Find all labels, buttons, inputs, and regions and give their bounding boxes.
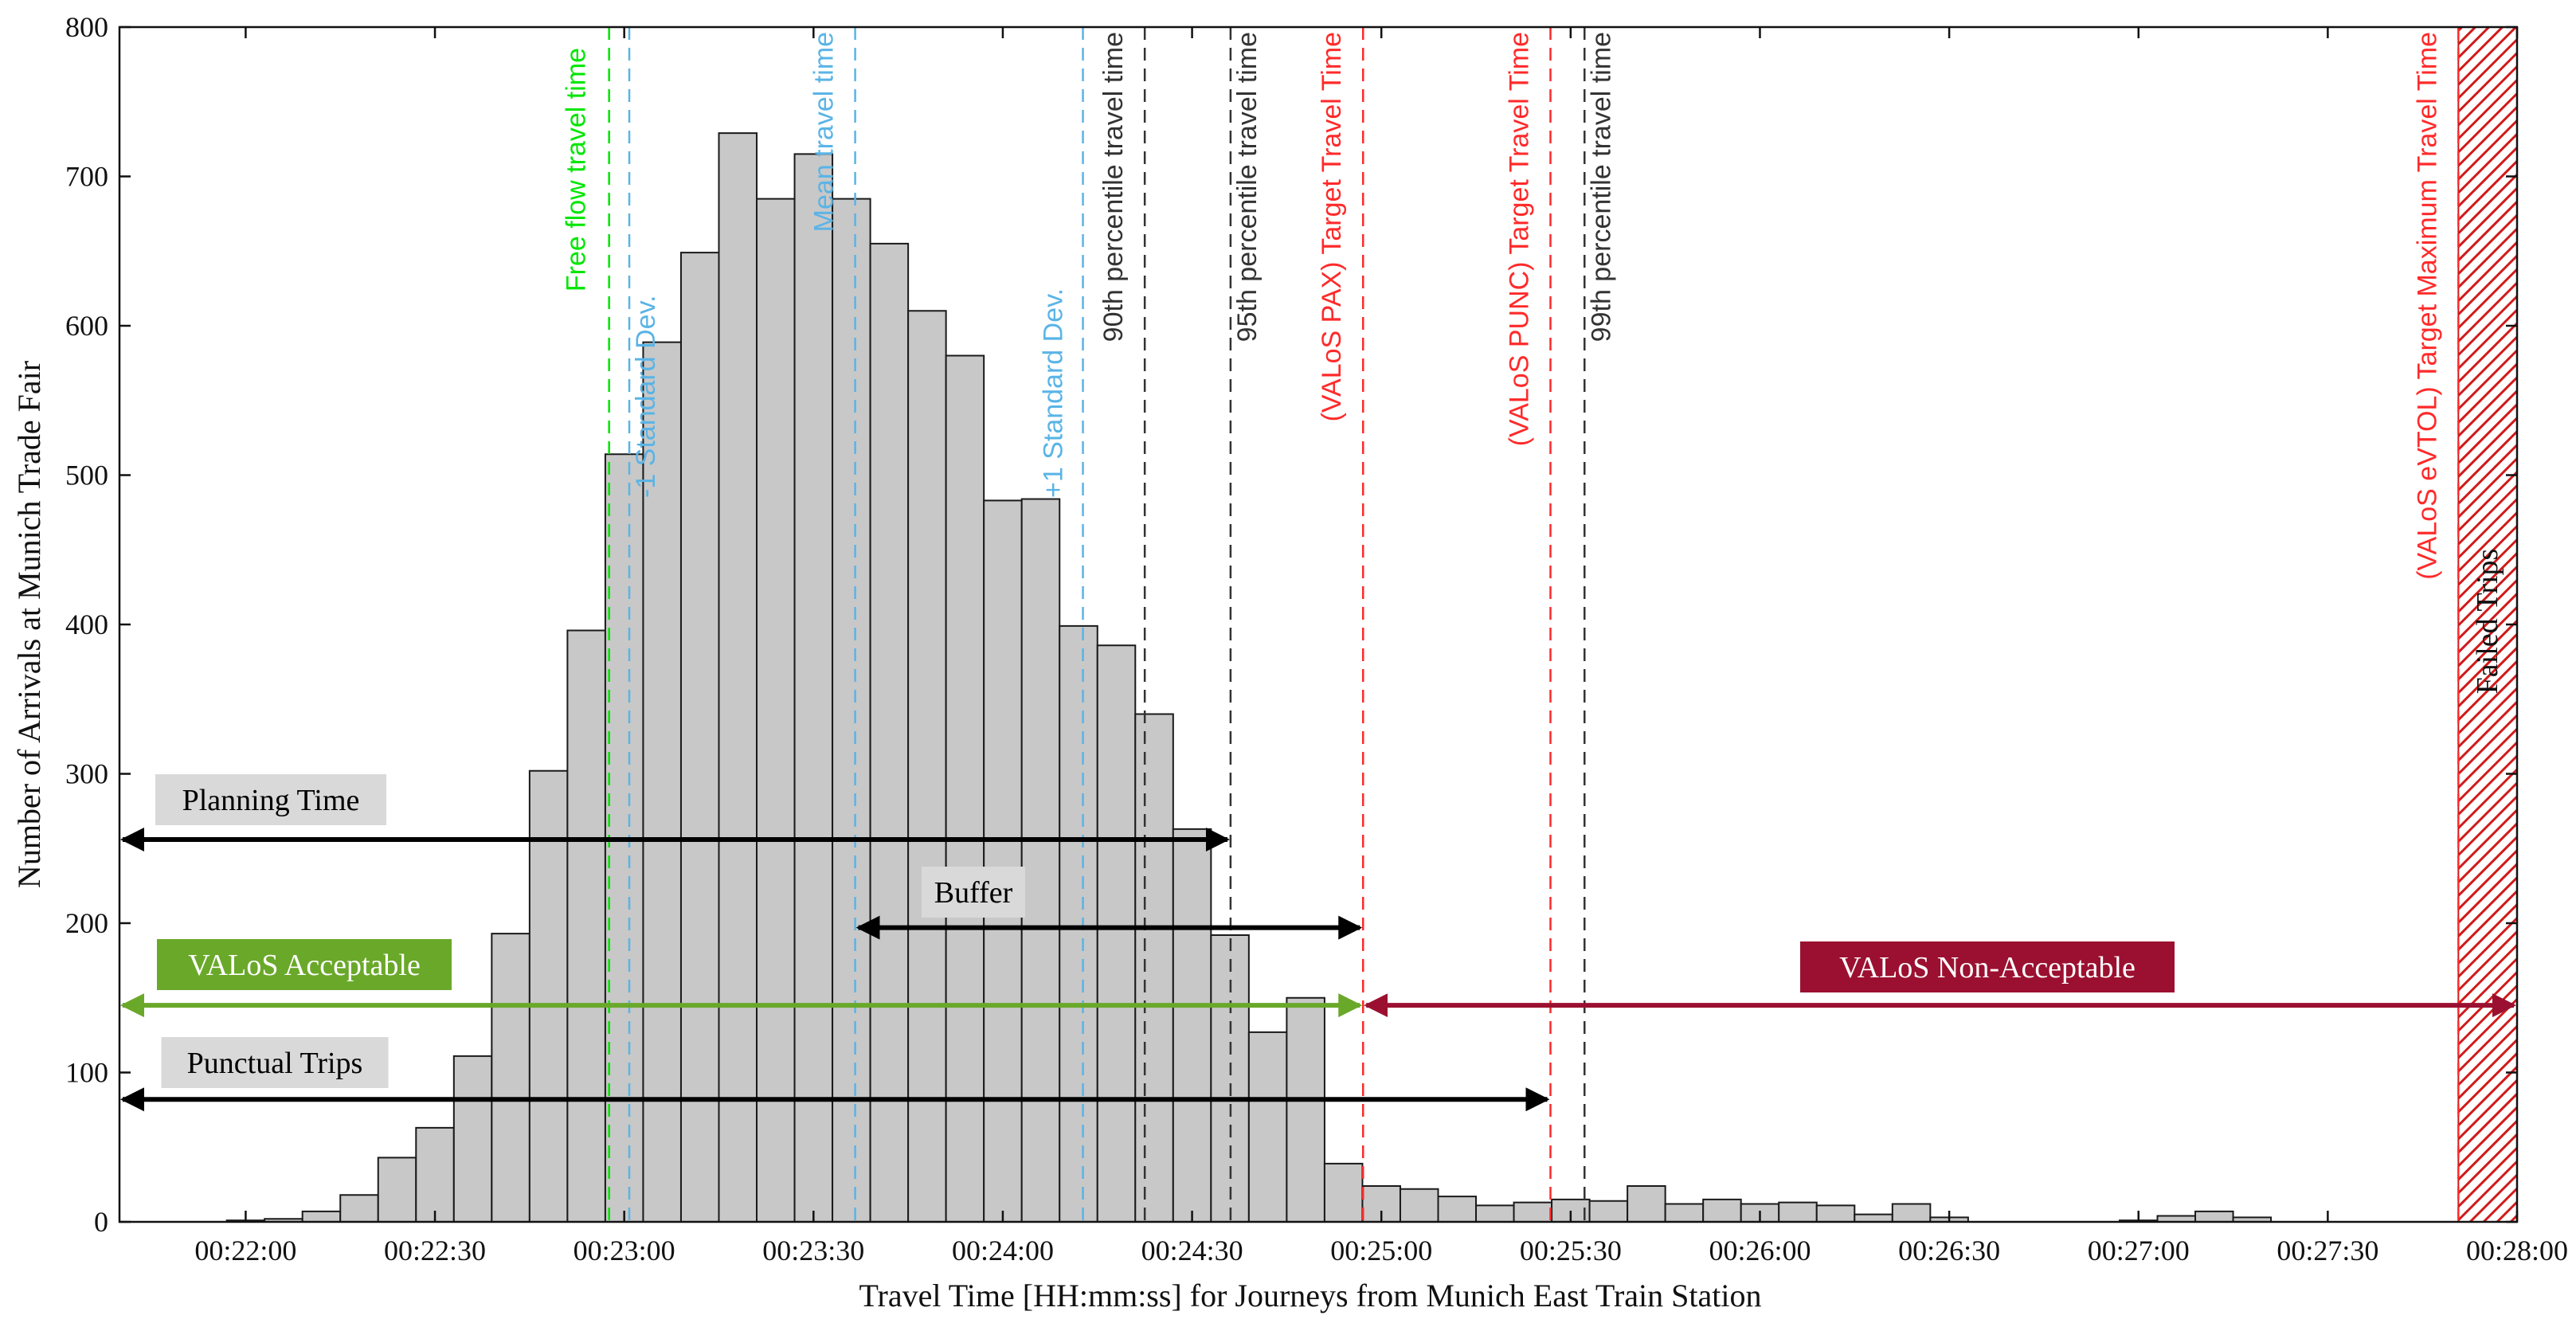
failed-trips-label: Failed Trips [2471, 549, 2504, 695]
histogram-bar [832, 198, 871, 1223]
histogram-bar [377, 1157, 417, 1223]
histogram-bar [907, 310, 947, 1223]
histogram-bar [1778, 1201, 1818, 1223]
x-tick-label: 00:22:00 [194, 1235, 296, 1266]
histogram-bar [642, 341, 682, 1223]
histogram-bar [2194, 1210, 2234, 1223]
range-label-punctual-trips: Punctual Trips [187, 1047, 363, 1080]
histogram-bar [415, 1126, 455, 1223]
y-axis-title: Number of Arrivals at Munich Trade Fair [11, 361, 47, 888]
histogram-bar [1172, 828, 1212, 1223]
histogram-bar [1323, 1162, 1364, 1223]
ref-label-valos-evtol: (VALoS eVTOL) Target Maximum Travel Time [2412, 32, 2442, 580]
range-buffer: Buffer [855, 867, 1363, 940]
histogram-bar [1134, 713, 1174, 1223]
ref-label-valos-pax: (VALoS PAX) Target Travel Time [1317, 32, 1347, 421]
histogram-bar [1020, 498, 1061, 1223]
histogram-bar [1588, 1200, 1629, 1223]
ref-label-free-flow: Free flow travel time [562, 48, 592, 292]
y-tick-label: 400 [65, 609, 108, 640]
histogram-bar [1854, 1213, 1893, 1223]
histogram-bar [1059, 624, 1098, 1223]
x-tick-label: 00:26:30 [1898, 1235, 2000, 1266]
histogram-bar [566, 629, 606, 1223]
range-label-valos-non-acceptable: VALoS Non-Acceptable [1839, 951, 2136, 984]
histogram-bar [1096, 644, 1137, 1223]
x-tick-label: 00:26:00 [1709, 1235, 1811, 1266]
range-planning-time: Planning Time [120, 774, 1230, 851]
ref-label-p99: 99th percentile travel time [1586, 32, 1616, 342]
range-label-box-valos-acceptable [157, 939, 452, 990]
axis-labels: Travel Time [HH:mm:ss] for Journeys from… [11, 361, 1762, 1313]
range-label-buffer: Buffer [934, 876, 1013, 910]
histogram-bar [301, 1210, 342, 1223]
y-tick-label: 600 [65, 310, 108, 342]
histogram-bar [1475, 1204, 1515, 1223]
histogram-bar [1815, 1204, 1856, 1223]
histogram-bar [1702, 1198, 1742, 1223]
y-tick-label: 100 [65, 1057, 108, 1089]
y-tick-label: 300 [65, 758, 108, 790]
histogram-bar [339, 1194, 379, 1223]
histogram-bar [491, 933, 530, 1223]
histogram-bar [1286, 996, 1325, 1223]
range-valos-acceptable: VALoS Acceptable [120, 939, 1363, 1018]
y-tick-label: 0 [94, 1206, 108, 1238]
histogram-bar [1247, 1031, 1288, 1223]
range-label-planning-time: Planning Time [182, 784, 360, 817]
histogram-bar [1664, 1203, 1705, 1223]
ref-label-mean: Mean travel time [809, 32, 840, 232]
ref-label-minus-1-std: -1 Standard Dev. [631, 295, 661, 498]
histogram-bar [983, 499, 1023, 1223]
histogram-bar [679, 252, 720, 1223]
range-label-box-planning-time [155, 774, 386, 825]
range-label-box-buffer [922, 867, 1025, 918]
histogram-bar [1627, 1185, 1666, 1223]
histogram-bar [452, 1055, 493, 1223]
range-label-valos-acceptable: VALoS Acceptable [188, 949, 421, 982]
histogram-bar [756, 198, 796, 1223]
ref-label-p95: 95th percentile travel time [1232, 32, 1263, 342]
x-tick-label: 00:22:30 [384, 1235, 486, 1266]
histogram-bar [1513, 1201, 1553, 1223]
x-tick-label: 00:23:30 [762, 1235, 864, 1266]
histogram-bar [1437, 1196, 1478, 1223]
range-punctual-trips: Punctual Trips [120, 1037, 1550, 1112]
range-valos-non-acceptable: VALoS Non-Acceptable [1364, 941, 2516, 1018]
range-label-box-punctual-trips [161, 1037, 389, 1088]
x-tick-label: 00:24:00 [952, 1235, 1054, 1266]
y-tick-label: 200 [65, 907, 108, 939]
x-axis-title: Travel Time [HH:mm:ss] for Journeys from… [859, 1278, 1762, 1313]
y-tick-label: 800 [65, 11, 108, 43]
histogram-bar [718, 132, 758, 1223]
x-tick-label: 00:25:00 [1330, 1235, 1432, 1266]
x-tick-label: 00:23:00 [574, 1235, 675, 1266]
x-tick-label: 00:27:00 [2088, 1235, 2190, 1266]
ref-label-p90: 90th percentile travel time [1098, 32, 1129, 342]
axes: 0 100 200 300 400 500 600 700 800 00:22:00 00:22:3… [65, 11, 2568, 1266]
range-label-box-valos-non-acceptable [1800, 941, 2175, 992]
histogram-bar [793, 153, 834, 1223]
ref-label-plus-1-std: +1 Standard Dev. [1039, 288, 1069, 498]
histogram-bar [869, 242, 910, 1223]
y-tick-label: 700 [65, 161, 108, 193]
histogram-bar [945, 354, 985, 1223]
y-tick-label: 500 [65, 460, 108, 491]
range-arrows: Planning Time Buffer VALoS Acceptable VALoS… [120, 774, 2516, 1112]
reference-lines: Free flow travel time -1 Standard Dev. Mea… [562, 27, 2460, 1222]
x-tick-label: 00:28:00 [2466, 1235, 2568, 1266]
x-tick-label: 00:25:30 [1520, 1235, 1622, 1266]
x-tick-label: 00:27:30 [2277, 1235, 2378, 1266]
histogram-bar [1399, 1188, 1439, 1223]
x-tick-label: 00:24:30 [1141, 1235, 1243, 1266]
histogram-bar [1891, 1203, 1932, 1223]
ref-label-valos-punc: (VALoS PUNC) Target Travel Time [1504, 32, 1534, 446]
